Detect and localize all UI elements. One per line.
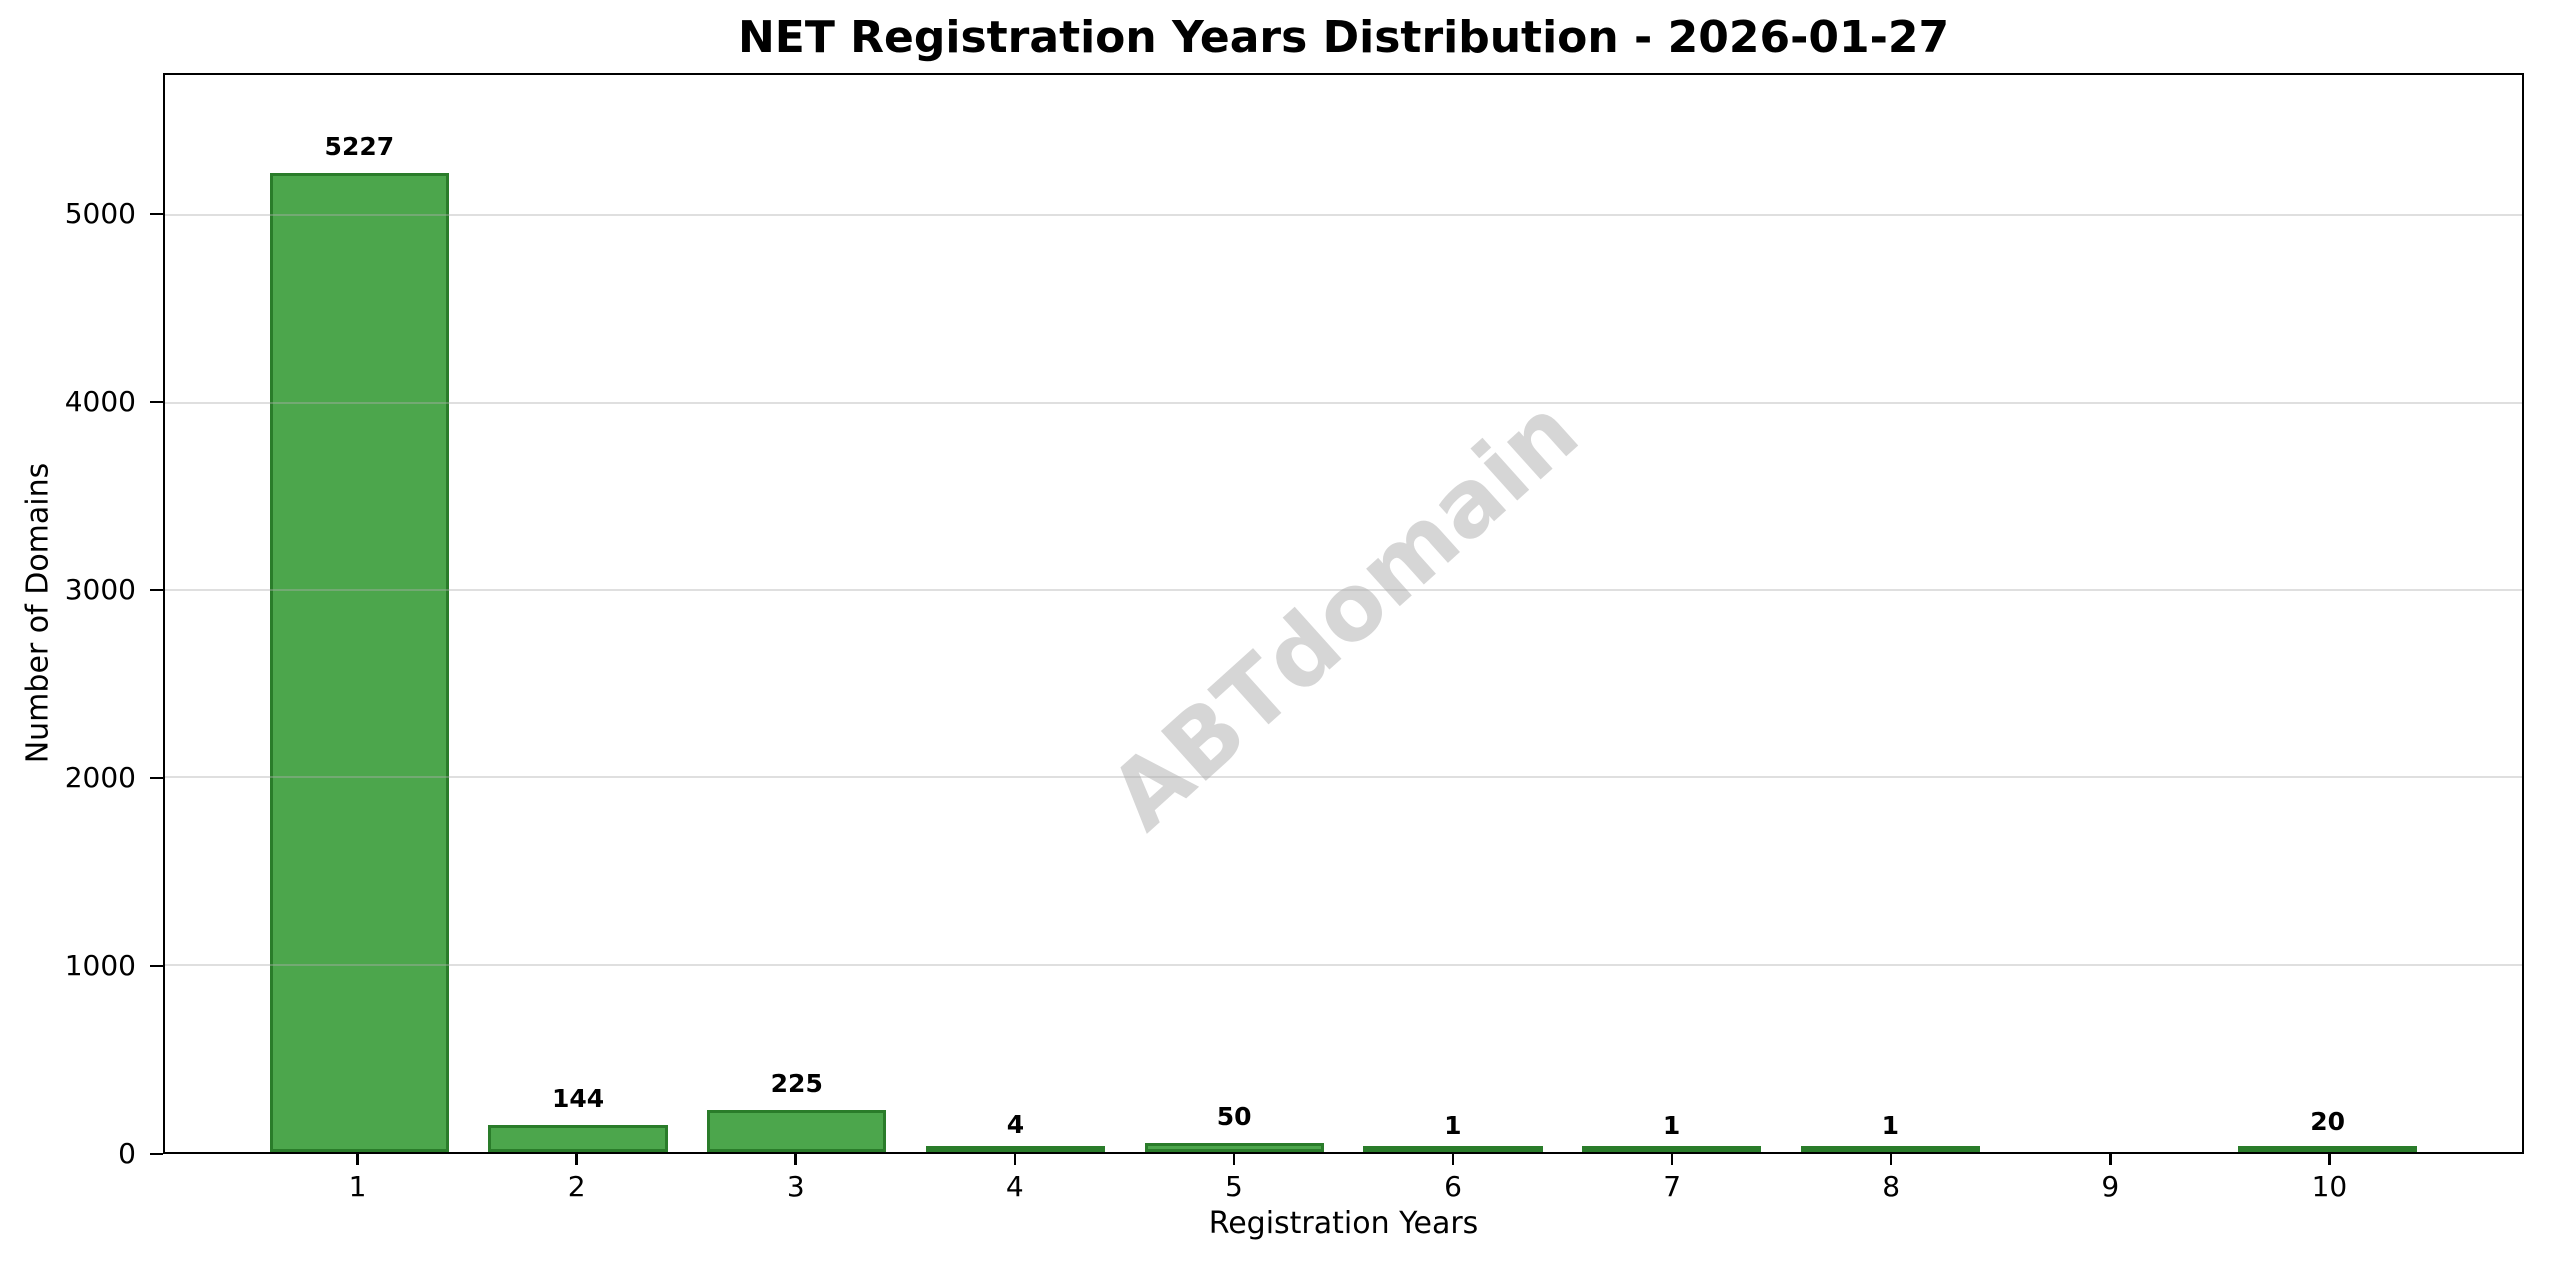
x-tick-mark bbox=[794, 1154, 797, 1165]
bar-slot: 1 bbox=[1344, 75, 1563, 1152]
x-tick: 8 bbox=[1782, 1154, 2001, 1203]
bar-slot: 50 bbox=[1125, 75, 1344, 1152]
y-tick-label: 1000 bbox=[64, 949, 136, 982]
x-tick-label: 10 bbox=[2311, 1170, 2348, 1203]
x-tick: 1 bbox=[248, 1154, 467, 1203]
bar bbox=[1144, 1142, 1324, 1152]
x-tick-mark bbox=[1232, 1154, 1236, 1165]
y-axis: 0 1000 2000 3000 4000 5000 bbox=[0, 73, 163, 1170]
bars-container: 5227 144 225 4 50 1 1 1 20 bbox=[165, 75, 2522, 1152]
bar-value-label: 4 bbox=[1006, 1110, 1025, 1140]
x-tick: 6 bbox=[1343, 1154, 1562, 1203]
y-tick-label: 0 bbox=[118, 1137, 136, 1170]
x-tick-mark bbox=[1013, 1154, 1017, 1165]
bar-value-label: 1 bbox=[1662, 1110, 1681, 1140]
x-tick-label: 3 bbox=[786, 1170, 805, 1203]
y-tick-mark bbox=[150, 776, 163, 780]
x-tick-mark bbox=[2328, 1154, 2331, 1165]
bar bbox=[707, 1109, 887, 1152]
x-axis-title: Registration Years bbox=[1208, 1206, 1479, 1241]
x-tick: 2 bbox=[467, 1154, 686, 1203]
bar bbox=[488, 1125, 668, 1152]
x-tick-label: 5 bbox=[1225, 1170, 1243, 1203]
x-tick-label: 1 bbox=[348, 1170, 367, 1203]
y-tick-mark bbox=[150, 588, 163, 592]
x-tick: 3 bbox=[686, 1154, 905, 1203]
x-tick-label: 6 bbox=[1444, 1170, 1462, 1203]
x-tick: 5 bbox=[1124, 1154, 1343, 1203]
y-tick-mark bbox=[150, 964, 163, 968]
y-tick-label: 3000 bbox=[64, 573, 136, 606]
x-tick-label: 7 bbox=[1663, 1170, 1682, 1203]
x-tick: 4 bbox=[905, 1154, 1124, 1203]
bar-slot: 225 bbox=[687, 75, 906, 1152]
x-tick-mark bbox=[356, 1154, 359, 1165]
x-tick-mark bbox=[1451, 1154, 1455, 1165]
x-tick: 7 bbox=[1563, 1154, 1782, 1203]
bar-value-label: 144 bbox=[551, 1084, 605, 1114]
bar-value-label: 20 bbox=[2310, 1107, 2346, 1137]
x-tick-label: 2 bbox=[567, 1170, 586, 1203]
x-axis: 1 2 3 4 5 6 7 8 9 10 bbox=[163, 1154, 2524, 1203]
x-tick-label: 4 bbox=[1005, 1170, 1024, 1203]
bar-slot: 144 bbox=[469, 75, 688, 1152]
bar-slot: 20 bbox=[2218, 75, 2437, 1152]
bar bbox=[2238, 1146, 2418, 1152]
y-tick-label: 5000 bbox=[64, 197, 136, 231]
x-tick-mark bbox=[1889, 1154, 1893, 1165]
bar bbox=[925, 1146, 1106, 1152]
x-tick-mark bbox=[2109, 1154, 2112, 1165]
x-tick: 9 bbox=[2001, 1154, 2220, 1203]
chart-title: NET Registration Years Distribution - 20… bbox=[737, 12, 1950, 63]
bar-value-label: 225 bbox=[770, 1068, 823, 1098]
bar bbox=[269, 172, 450, 1152]
bar-value-label: 5227 bbox=[324, 131, 395, 161]
y-tick-label: 4000 bbox=[64, 385, 136, 418]
x-tick-label: 9 bbox=[2101, 1170, 2120, 1203]
y-tick-mark bbox=[150, 400, 163, 404]
x-tick-mark bbox=[575, 1154, 578, 1165]
y-tick-label: 2000 bbox=[64, 761, 136, 794]
bar bbox=[1800, 1146, 1980, 1152]
bar bbox=[1581, 1146, 1762, 1152]
bar-slot: 4 bbox=[906, 75, 1125, 1152]
x-tick: 10 bbox=[2220, 1154, 2439, 1203]
bar-value-label: 50 bbox=[1216, 1101, 1252, 1131]
y-tick-mark bbox=[150, 1152, 163, 1156]
bar-value-label: 1 bbox=[1444, 1110, 1462, 1140]
bar-slot: 1 bbox=[1781, 75, 2000, 1152]
bar-slot bbox=[2000, 75, 2219, 1152]
bar-value-label: 1 bbox=[1881, 1110, 1899, 1140]
y-tick-mark bbox=[150, 212, 163, 216]
plot-area: ABTdomain 5227 144 225 4 50 1 1 1 20 bbox=[163, 73, 2524, 1154]
x-tick-label: 8 bbox=[1882, 1170, 1901, 1203]
x-tick-mark bbox=[1670, 1154, 1674, 1165]
bar bbox=[1363, 1146, 1543, 1152]
bar-slot: 5227 bbox=[250, 75, 469, 1152]
bar-slot: 1 bbox=[1562, 75, 1781, 1152]
